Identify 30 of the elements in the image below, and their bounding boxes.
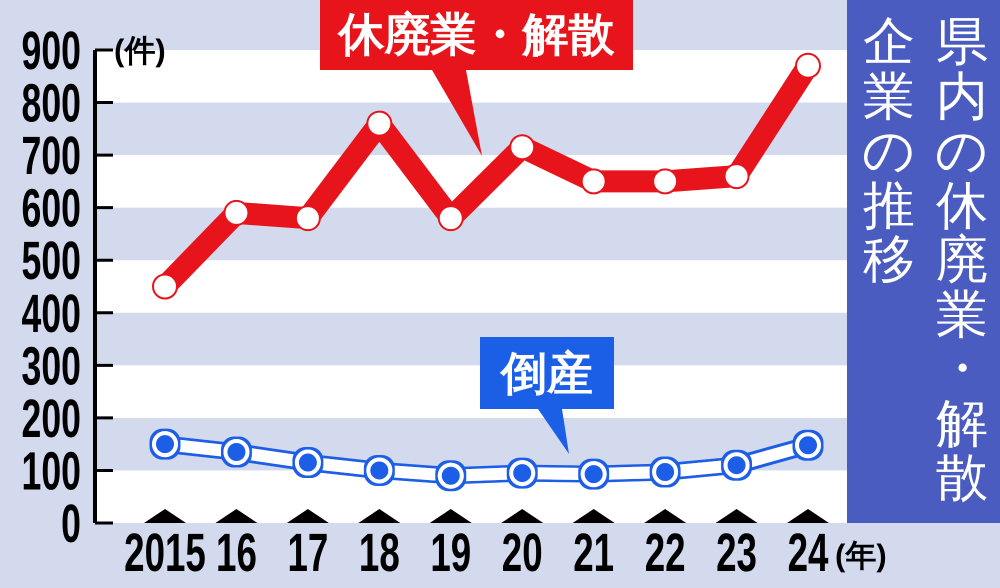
point xyxy=(795,432,821,458)
point xyxy=(724,163,750,190)
callout-series: 休廃業・解散 xyxy=(320,0,633,156)
point xyxy=(223,200,250,226)
point xyxy=(366,110,392,137)
x-axis-title: (年) xyxy=(835,538,887,573)
point xyxy=(152,274,178,300)
x-tick-label: 22 xyxy=(644,522,686,583)
x-tick-label: 2015 xyxy=(124,522,206,583)
point xyxy=(795,52,821,79)
x-tick-label: 18 xyxy=(358,522,400,583)
callout-series: 倒産 xyxy=(480,337,614,454)
series-label: 倒産 xyxy=(499,347,593,399)
chart-title: 県内の休廃業・解散企業の推移 xyxy=(862,13,988,507)
x-tick-label: 19 xyxy=(430,522,472,583)
point xyxy=(652,168,678,194)
point xyxy=(294,205,321,232)
series-label: 休廃業・解散 xyxy=(336,8,616,60)
point xyxy=(438,205,464,232)
x-tick-label: 20 xyxy=(502,522,543,583)
x-tick-label: 24 xyxy=(788,522,829,583)
x-tick-label: 21 xyxy=(573,522,614,583)
x-tick-label: 17 xyxy=(287,522,328,583)
x-tick-label: 16 xyxy=(216,522,257,583)
point xyxy=(580,168,607,194)
point xyxy=(223,439,250,466)
point xyxy=(509,134,536,160)
point xyxy=(152,431,178,458)
y-axis-title: (件) xyxy=(114,33,166,68)
x-tick-label: 23 xyxy=(716,522,757,583)
